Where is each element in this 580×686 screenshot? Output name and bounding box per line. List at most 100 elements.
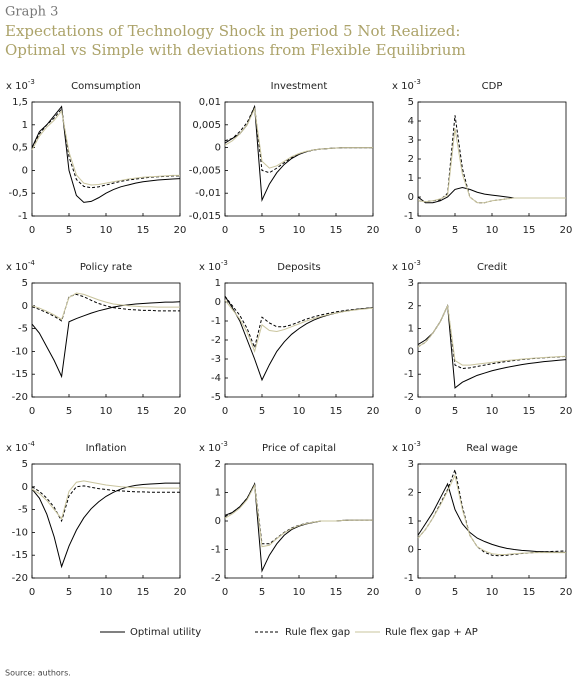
series-line xyxy=(224,107,373,169)
x-tick-label: 10 xyxy=(293,225,306,236)
series-line xyxy=(31,301,181,379)
graph-title: Expectations of Technology Shock in peri… xyxy=(5,22,460,40)
y-tick-label: -1 xyxy=(404,573,414,584)
scale-multiplier: x 10-3 xyxy=(199,440,228,454)
x-tick-label: 5 xyxy=(259,406,265,417)
y-tick-label: -1 xyxy=(404,211,414,222)
x-tick-label: 0 xyxy=(222,587,228,598)
plot-frame xyxy=(31,282,181,398)
chart-title: Deposits xyxy=(277,262,320,273)
chart-title: Comsumption xyxy=(71,81,141,92)
x-tick-label: 15 xyxy=(523,587,536,598)
multiplier-base: x 10 xyxy=(199,262,221,273)
series-line xyxy=(417,473,566,556)
x-tick-label: 0 xyxy=(29,587,35,598)
y-tick-label: -0,005 xyxy=(189,165,221,176)
series-line xyxy=(224,104,373,174)
y-tick-label: 2 xyxy=(408,301,414,312)
series-line xyxy=(417,467,567,557)
x-tick-label: 0 xyxy=(415,225,421,236)
x-tick-label: 10 xyxy=(293,587,306,598)
plot-frame xyxy=(224,101,374,217)
legend-label: Optimal utility xyxy=(130,627,201,638)
y-tick-label: 1 xyxy=(215,278,221,289)
multiplier-base: x 10 xyxy=(6,81,28,92)
x-tick-label: 5 xyxy=(452,225,458,236)
multiplier-exponent: -3 xyxy=(414,440,421,448)
scale-multiplier: x 10-4 xyxy=(6,440,35,454)
x-tick-label: 5 xyxy=(66,225,72,236)
x-tick-label: 20 xyxy=(367,225,380,236)
y-tick-label: 0 xyxy=(215,297,221,308)
multiplier-base: x 10 xyxy=(6,443,28,454)
plot-frame xyxy=(417,282,567,398)
scale-multiplier: x 10-4 xyxy=(6,259,35,273)
y-tick-label: -0,5 xyxy=(8,188,28,199)
y-tick-label: -0,01 xyxy=(195,188,221,199)
y-tick-label: 0 xyxy=(22,165,28,176)
multiplier-base: x 10 xyxy=(392,262,414,273)
y-tick-label: -3 xyxy=(211,354,221,365)
y-tick-label: 1 xyxy=(408,324,414,335)
y-tick-label: 3 xyxy=(408,135,414,146)
multiplier-exponent: -3 xyxy=(221,440,228,448)
chart-title: CDP xyxy=(482,81,503,92)
y-tick-label: -2 xyxy=(211,335,221,346)
y-tick-label: 0 xyxy=(408,545,414,556)
x-tick-label: 10 xyxy=(100,406,113,417)
multiplier-exponent: -3 xyxy=(28,78,35,86)
x-tick-label: 5 xyxy=(66,406,72,417)
y-tick-label: -10 xyxy=(12,527,28,538)
x-tick-label: 15 xyxy=(330,406,343,417)
multiplier-base: x 10 xyxy=(392,81,414,92)
x-tick-label: 10 xyxy=(486,406,499,417)
y-tick-label: -4 xyxy=(211,373,221,384)
y-tick-label: -5 xyxy=(18,505,28,516)
series-line xyxy=(31,109,180,186)
y-tick-label: 0 xyxy=(408,192,414,203)
scale-multiplier: x 10-3 xyxy=(6,78,35,92)
series-line xyxy=(417,304,567,366)
y-tick-label: 1 xyxy=(408,173,414,184)
x-tick-label: 5 xyxy=(452,406,458,417)
x-tick-label: 0 xyxy=(415,406,421,417)
multiplier-exponent: -3 xyxy=(221,259,228,267)
x-tick-label: 15 xyxy=(137,406,150,417)
x-tick-label: 15 xyxy=(137,587,150,598)
chart-title: Real wage xyxy=(466,443,518,454)
y-tick-label: -10 xyxy=(12,346,28,357)
y-tick-label: -0,015 xyxy=(189,211,221,222)
y-tick-label: 5 xyxy=(22,459,28,470)
series-line xyxy=(224,296,374,382)
series-line xyxy=(224,295,374,350)
y-tick-label: 1 xyxy=(215,488,221,499)
series-line xyxy=(31,293,180,322)
y-tick-label: 0,005 xyxy=(192,120,221,131)
scale-multiplier: x 10-3 xyxy=(392,440,421,454)
y-tick-label: 0,5 xyxy=(12,143,28,154)
y-tick-label: -5 xyxy=(211,392,221,403)
legend-label: Rule flex gap + AP xyxy=(385,627,478,638)
x-tick-label: 20 xyxy=(367,587,380,598)
x-tick-label: 20 xyxy=(367,406,380,417)
x-tick-label: 15 xyxy=(330,587,343,598)
y-tick-label: 0 xyxy=(22,301,28,312)
y-tick-label: -2 xyxy=(404,392,414,403)
y-tick-label: 5 xyxy=(22,278,28,289)
multiplier-exponent: -3 xyxy=(414,78,421,86)
x-tick-label: 15 xyxy=(523,225,536,236)
x-tick-label: 20 xyxy=(560,587,573,598)
x-tick-label: 5 xyxy=(259,225,265,236)
x-tick-label: 20 xyxy=(174,225,187,236)
plot-frame xyxy=(417,463,567,579)
x-tick-label: 20 xyxy=(560,225,573,236)
y-tick-label: 0 xyxy=(408,346,414,357)
legend-label: Rule flex gap xyxy=(285,627,350,638)
chart-title: Price of capital xyxy=(262,443,336,454)
series-line xyxy=(417,482,566,553)
chart-title: Inflation xyxy=(86,443,127,454)
y-tick-label: 1 xyxy=(408,516,414,527)
y-tick-label: -15 xyxy=(12,550,28,561)
y-tick-label: -1 xyxy=(211,545,221,556)
series-line xyxy=(31,292,180,321)
